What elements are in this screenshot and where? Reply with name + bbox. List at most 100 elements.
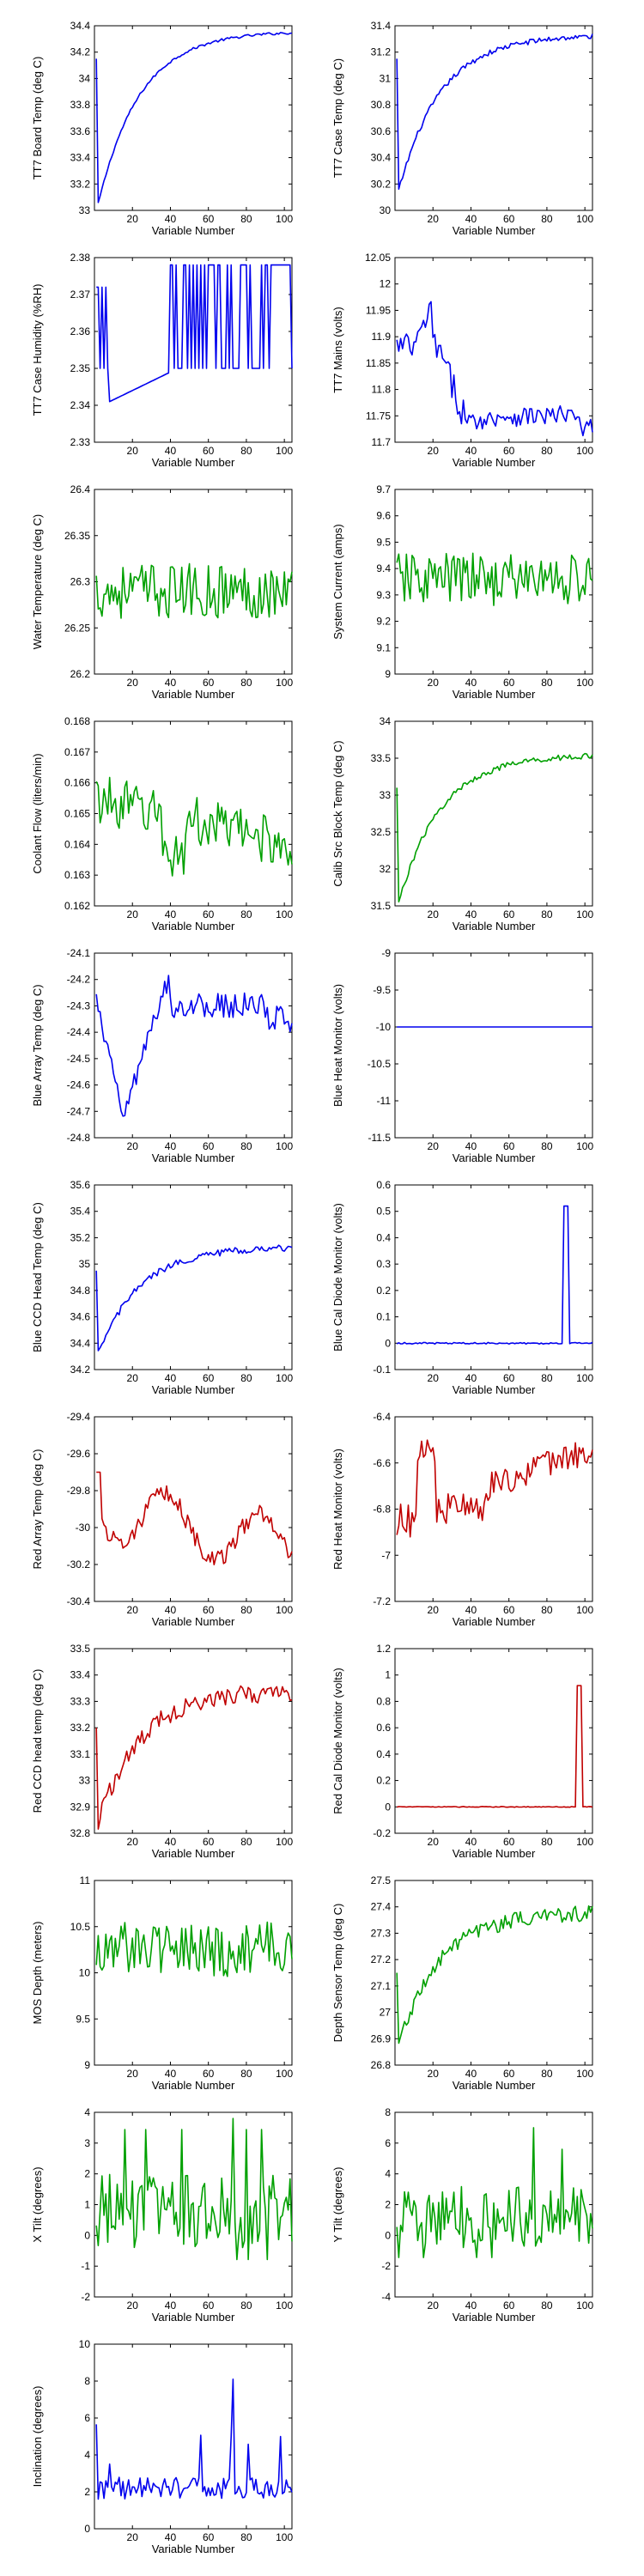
x-tick-label: 40	[465, 677, 477, 689]
y-tick-label: 35	[79, 1258, 91, 1270]
y-tick-label: 31.2	[371, 46, 392, 58]
y-tick-label: 9.6	[376, 510, 391, 522]
x-tick-label: 60	[203, 1372, 215, 1384]
y-tick-label: -24.3	[67, 999, 91, 1012]
x-tick-label: 80	[240, 1604, 252, 1616]
y-tick-label: 33.2	[70, 1722, 91, 1734]
x-tick-label: 40	[465, 213, 477, 225]
x-tick-label: 100	[276, 2068, 293, 2080]
x-tick-label: 40	[165, 2531, 177, 2543]
y-tick-label: 9.5	[76, 2013, 90, 2025]
series-line	[396, 752, 593, 902]
y-tick-label: 33.4	[70, 1669, 91, 1681]
y-axis-label: Coolant Flow (liters/min)	[31, 753, 44, 873]
y-tick-label: 11.9	[372, 331, 392, 343]
x-tick-label: 20	[428, 2300, 440, 2312]
series-line	[95, 562, 293, 619]
y-tick-label: 2.33	[70, 436, 91, 448]
chart-panel: 20 40 60 80 100 30 30.2 30.4 30.6 30.8 31 31.2 31.4 V…	[331, 20, 593, 237]
x-tick-label: 100	[576, 2300, 593, 2312]
y-tick-label: 0	[385, 1801, 391, 1813]
x-tick-label: 100	[576, 2068, 593, 2080]
y-tick-label: 0.2	[376, 1285, 391, 1297]
x-tick-label: 60	[203, 2531, 215, 2543]
y-tick-label: -10	[376, 1021, 392, 1033]
y-tick-label: 30.6	[371, 125, 392, 137]
x-tick-label: 80	[541, 213, 553, 225]
y-axis-label: Calib Src Block Temp (deg C)	[331, 740, 344, 886]
x-tick-label: 100	[576, 1604, 593, 1616]
y-tick-label: 0.2	[376, 1775, 391, 1787]
plot-frame	[394, 1648, 593, 1834]
x-tick-label: 100	[276, 1836, 293, 1848]
y-tick-label: -24.7	[67, 1105, 91, 1117]
x-tick-label: 20	[428, 1836, 440, 1848]
x-tick-label: 60	[203, 908, 215, 920]
y-tick-label: 30.2	[371, 178, 392, 190]
x-tick-label: 20	[428, 908, 440, 920]
y-axis-label: X Tilt (degrees)	[31, 2166, 44, 2242]
y-tick-label: 32.5	[371, 826, 392, 838]
y-tick-label: 34.4	[70, 20, 91, 32]
x-axis-label: Variable Number	[152, 456, 235, 469]
y-tick-label: 2	[84, 2486, 90, 2498]
y-tick-label: 26.2	[70, 668, 91, 680]
x-tick-label: 80	[240, 213, 252, 225]
y-tick-label: 27.1	[371, 1980, 392, 1992]
x-tick-label: 40	[165, 1604, 177, 1616]
x-tick-label: 40	[465, 2068, 477, 2080]
y-tick-label: -11.5	[368, 1132, 392, 1144]
y-tick-label: -24.5	[67, 1053, 91, 1065]
plot-frame	[94, 720, 293, 907]
x-tick-label: 40	[465, 908, 477, 920]
x-tick-label: 80	[240, 1836, 252, 1848]
y-axis-label: Red CCD head temp (deg C)	[31, 1669, 44, 1814]
x-tick-label: 40	[465, 445, 477, 457]
y-tick-label: 35.6	[70, 1179, 91, 1191]
x-tick-label: 40	[165, 1836, 177, 1848]
x-tick-label: 100	[276, 677, 293, 689]
series-line	[95, 1921, 293, 1978]
plot-frame	[94, 1648, 293, 1834]
x-tick-label: 60	[203, 213, 215, 225]
y-axis-label: Y Tilt (degrees)	[331, 2167, 344, 2243]
chart-panel: 20 40 60 80 100 2.33 2.34 2.35 2.36 2.37 2.38 Varia…	[31, 252, 293, 469]
x-tick-label: 80	[541, 677, 553, 689]
y-tick-label: 33	[79, 204, 91, 216]
x-tick-label: 60	[203, 445, 215, 457]
series-line	[96, 264, 293, 403]
y-tick-label: 9.5	[376, 536, 391, 548]
y-tick-label: 30.8	[371, 99, 392, 111]
y-tick-label: 34.6	[70, 1311, 91, 1323]
y-tick-label: 32	[380, 863, 392, 875]
plot-frame	[394, 1416, 593, 1602]
plot-frame	[94, 1880, 293, 2066]
x-axis-label: Variable Number	[152, 2079, 235, 2092]
y-tick-label: 0.6	[376, 1722, 391, 1734]
y-tick-label: 9.1	[376, 641, 391, 653]
series-line	[95, 1244, 293, 1352]
y-tick-label: 2.36	[70, 325, 91, 337]
y-tick-label: 35.4	[70, 1206, 91, 1218]
y-tick-label: -29.4	[67, 1411, 91, 1423]
x-tick-label: 20	[127, 1372, 139, 1384]
chart-panel: 20 40 60 80 100 33 33.2 33.4 33.6 33.8 34 34.2 34.4 V…	[31, 20, 293, 237]
chart-panel: 20 40 60 80 100 -0.2 0 0.2 0.4 0.6 0.8 1 1.2 Variable…	[331, 1643, 593, 1860]
x-tick-label: 80	[541, 1836, 553, 1848]
y-axis-label: Inclination (degrees)	[31, 2386, 44, 2488]
plot-frame	[394, 1880, 593, 2066]
series-line	[96, 1471, 293, 1565]
series-line	[396, 301, 593, 437]
y-tick-label: -24.2	[67, 974, 91, 986]
x-axis-label: Variable Number	[453, 1847, 536, 1860]
x-tick-label: 60	[503, 908, 515, 920]
y-tick-label: 34.2	[70, 46, 91, 58]
x-tick-label: 80	[240, 2531, 252, 2543]
x-axis-label: Variable Number	[152, 1847, 235, 1860]
x-tick-label: 40	[165, 1140, 177, 1152]
series-line	[396, 2127, 593, 2258]
x-tick-label: 80	[240, 1140, 252, 1152]
x-tick-label: 40	[165, 2068, 177, 2080]
y-axis-label: Red Array Temp (deg C)	[31, 1449, 44, 1570]
series-line	[396, 1685, 593, 1808]
